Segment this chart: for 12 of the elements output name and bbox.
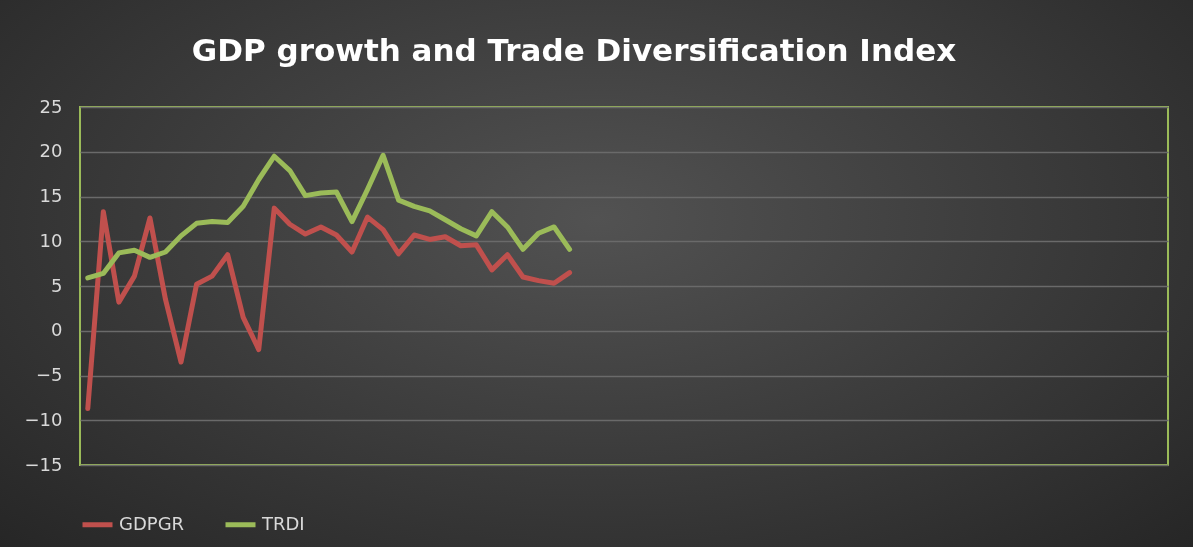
y-tick-label: 5 bbox=[51, 274, 63, 296]
y-tick-label: 15 bbox=[39, 185, 63, 206]
y-tick-label: 10 bbox=[39, 229, 63, 251]
y-tick-label: −15 bbox=[24, 453, 63, 475]
legend-label: TRDI bbox=[261, 512, 305, 534]
legend-label: GDPGR bbox=[119, 512, 185, 534]
y-tick-label: 25 bbox=[39, 95, 63, 117]
y-tick-label: −10 bbox=[24, 408, 63, 430]
y-tick-label: 0 bbox=[51, 319, 63, 341]
y-tick-label: 20 bbox=[39, 140, 63, 162]
y-tick-label: −5 bbox=[35, 364, 63, 385]
chart-title: GDP growth and Trade Diversification Index bbox=[191, 32, 957, 68]
